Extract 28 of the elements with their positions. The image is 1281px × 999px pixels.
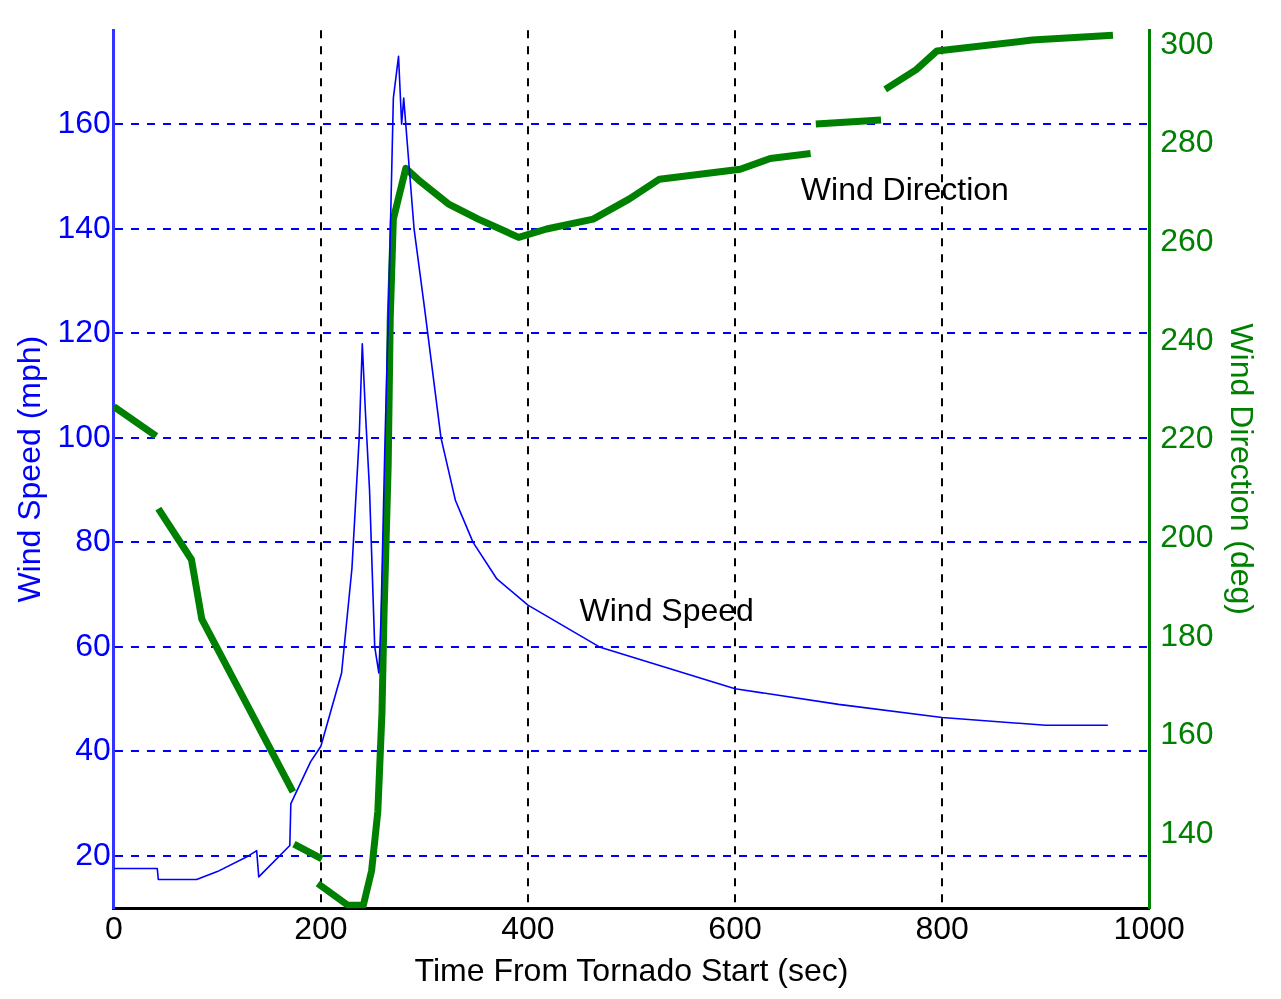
y-tick-label: 40	[75, 731, 111, 768]
y2-tick-label: 180	[1160, 616, 1214, 653]
annotation: Wind Speed	[579, 592, 754, 629]
y-tick-label: 20	[75, 835, 111, 872]
y2-axis-title: Wind Direction (deg)	[1223, 323, 1260, 616]
y-axis-title: Wind Speed (mph)	[11, 335, 48, 603]
y-tick-label: 160	[57, 104, 111, 141]
x-tick-label: 400	[501, 910, 555, 947]
y2-tick-label: 260	[1160, 222, 1214, 259]
x-axis-title: Time From Tornado Start (sec)	[414, 951, 849, 988]
annotation: Wind Direction	[800, 170, 1009, 207]
y-tick-label: 140	[57, 208, 111, 245]
y2-tick-label: 140	[1160, 814, 1214, 851]
x-tick-label: 0	[104, 910, 123, 947]
y-tick-label: 80	[75, 522, 111, 559]
x-tick-label: 800	[915, 910, 969, 947]
y-tick-label: 120	[57, 313, 111, 350]
y2-tick-label: 200	[1160, 518, 1214, 555]
y-tick-label: 100	[57, 417, 111, 454]
x-tick-label: 1000	[1113, 910, 1185, 947]
y2-tick-label: 240	[1160, 320, 1214, 357]
y2-tick-label: 160	[1160, 715, 1214, 752]
y-tick-label: 60	[75, 626, 111, 663]
x-tick-label: 600	[708, 910, 762, 947]
x-tick-label: 200	[294, 910, 348, 947]
y2-tick-label: 220	[1160, 419, 1214, 456]
y2-tick-label: 280	[1160, 123, 1214, 160]
y2-tick-label: 300	[1160, 24, 1214, 61]
